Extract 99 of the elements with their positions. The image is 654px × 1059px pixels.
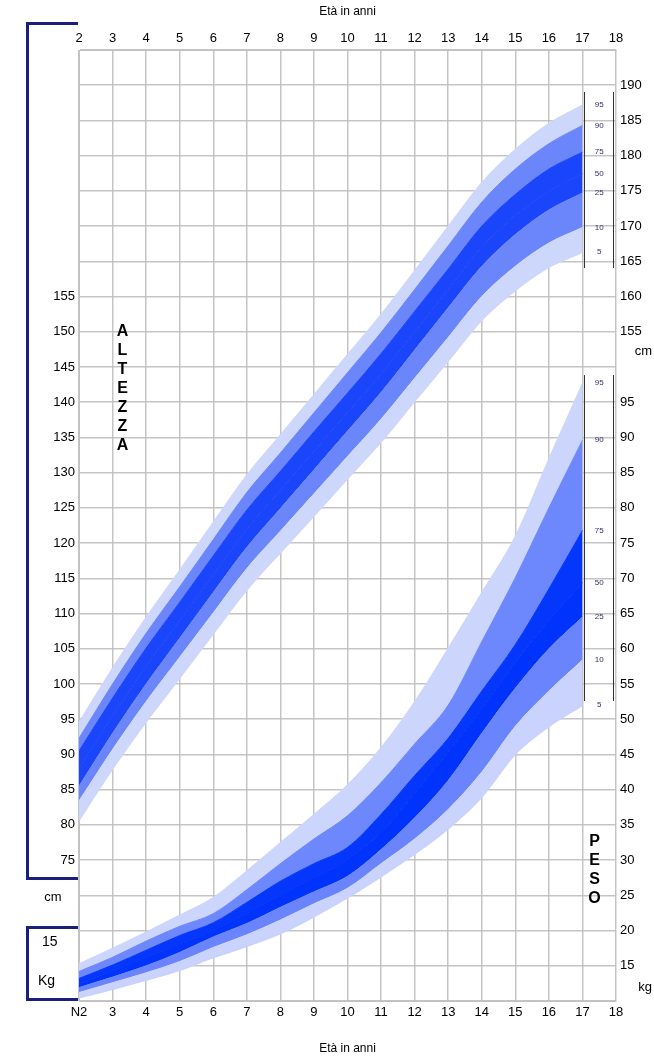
y2-tick-label: 40 xyxy=(620,781,635,797)
x2-tick-label: 2 xyxy=(75,29,83,45)
x2-tick-label: 10 xyxy=(340,29,355,45)
series-label: 5 xyxy=(596,247,602,257)
y-tick-label: 80 xyxy=(60,816,75,832)
y-tick-label: 135 xyxy=(53,429,75,445)
y2-tick-label: 45 xyxy=(620,746,635,762)
series-label: 95 xyxy=(594,378,605,388)
y2-tick-label: 15 xyxy=(620,957,635,973)
series-label: 5 xyxy=(596,700,602,710)
x2-tick-label: 13 xyxy=(440,29,456,45)
y-tick-label: 85 xyxy=(60,781,75,797)
x2-tick-label: 6 xyxy=(209,29,217,45)
y2-tick-label: 70 xyxy=(620,569,635,585)
series-label: 10 xyxy=(594,655,605,665)
text: 15 xyxy=(42,933,58,949)
y2-tick-label: 65 xyxy=(620,605,635,621)
y2-tick-label: 75 xyxy=(620,534,635,550)
x-tick-label: N2 xyxy=(70,1004,88,1020)
series-label: 25 xyxy=(594,612,605,622)
y-tick-label: 90 xyxy=(60,746,75,762)
x-tick-label: 5 xyxy=(176,1004,184,1020)
y3-tick-label: 165 xyxy=(620,252,642,268)
y-tick-label: 155 xyxy=(53,288,75,304)
series-label: 50 xyxy=(594,577,605,587)
x2-tick-label: 12 xyxy=(407,29,422,45)
x2-tick-label: 9 xyxy=(310,29,318,45)
x-axis-title: Età in anni xyxy=(319,1041,376,1056)
y-tick-label: 110 xyxy=(54,605,75,621)
x2-tick-label: 11 xyxy=(374,29,388,45)
annotation: ALTEZZA xyxy=(114,322,131,455)
series-label: 75 xyxy=(594,147,605,157)
x2-tick-label: 14 xyxy=(474,29,489,45)
x2-tick-label: 15 xyxy=(508,29,523,45)
x-tick-label: 4 xyxy=(142,1004,150,1020)
x2-tick-label: 3 xyxy=(108,29,117,45)
annotation: PESO xyxy=(586,832,603,908)
x2-tick-label: 5 xyxy=(176,29,184,45)
series-label: 25 xyxy=(594,188,605,198)
x-tick-label: 16 xyxy=(541,1004,557,1020)
y3-axis-title: cm xyxy=(634,343,652,359)
y-tick-label: 145 xyxy=(53,358,75,374)
y-axis-title: cm xyxy=(44,888,62,904)
x-tick-label: 15 xyxy=(508,1004,523,1020)
series-label: 95 xyxy=(594,100,605,110)
x-tick-label: 17 xyxy=(575,1004,590,1020)
x-tick-label: 10 xyxy=(340,1004,355,1020)
y2-axis-title: kg xyxy=(638,979,652,995)
y3-tick-label: 190 xyxy=(620,76,642,92)
y2-tick-label: 60 xyxy=(620,640,635,656)
x-tick-label: 7 xyxy=(243,1004,251,1020)
x-tick-label: 18 xyxy=(608,1004,624,1020)
y3-tick-label: 155 xyxy=(620,323,642,339)
y-tick-label: 115 xyxy=(54,569,75,585)
x2-tick-label: 8 xyxy=(276,29,284,45)
y3-tick-label: 185 xyxy=(620,112,642,128)
y2-tick-label: 30 xyxy=(620,851,635,867)
y2-tick-label: 95 xyxy=(620,393,635,409)
text: Kg xyxy=(38,972,56,988)
y-tick-label: 100 xyxy=(53,675,75,691)
y2-tick-label: 90 xyxy=(620,429,635,445)
y-tick-label: 150 xyxy=(53,323,75,339)
y3-tick-label: 175 xyxy=(620,182,642,198)
y-tick-label: 105 xyxy=(53,640,75,656)
y2-tick-label: 85 xyxy=(620,464,635,480)
x-tick-label: 12 xyxy=(407,1004,422,1020)
series-label: 50 xyxy=(594,169,605,179)
y-tick-label: 75 xyxy=(60,851,75,867)
y2-tick-label: 35 xyxy=(620,816,635,832)
y2-tick-label: 20 xyxy=(620,922,635,938)
x2-tick-label: 4 xyxy=(142,29,150,45)
x-tick-label: 11 xyxy=(374,1004,388,1020)
x2-axis-title: Età in anni xyxy=(319,4,376,19)
y-tick-label: 120 xyxy=(53,534,75,550)
series-label: 90 xyxy=(594,435,605,445)
x-tick-label: 9 xyxy=(310,1004,318,1020)
x2-tick-label: 17 xyxy=(575,29,590,45)
y2-tick-label: 25 xyxy=(620,886,635,902)
x-tick-label: 6 xyxy=(209,1004,217,1020)
series-label: 75 xyxy=(594,525,605,535)
y2-tick-label: 80 xyxy=(620,499,635,515)
y3-tick-label: 180 xyxy=(620,147,642,163)
y-tick-label: 130 xyxy=(53,464,75,480)
y3-tick-label: 170 xyxy=(620,217,642,233)
x2-tick-label: 16 xyxy=(541,29,557,45)
y-tick-label: 125 xyxy=(53,499,75,515)
x-tick-label: 14 xyxy=(474,1004,489,1020)
y2-tick-label: 50 xyxy=(620,710,635,726)
y2-tick-label: 55 xyxy=(620,675,635,691)
y-tick-label: 95 xyxy=(60,710,75,726)
x-tick-label: 3 xyxy=(108,1004,117,1020)
x-tick-label: 8 xyxy=(276,1004,284,1020)
x2-tick-label: 7 xyxy=(243,29,251,45)
y3-tick-label: 160 xyxy=(620,288,642,304)
y-tick-label: 140 xyxy=(53,393,75,409)
x2-tick-label: 18 xyxy=(608,29,624,45)
series-label: 10 xyxy=(594,222,605,232)
series-label: 90 xyxy=(594,120,605,130)
x-tick-label: 13 xyxy=(440,1004,456,1020)
